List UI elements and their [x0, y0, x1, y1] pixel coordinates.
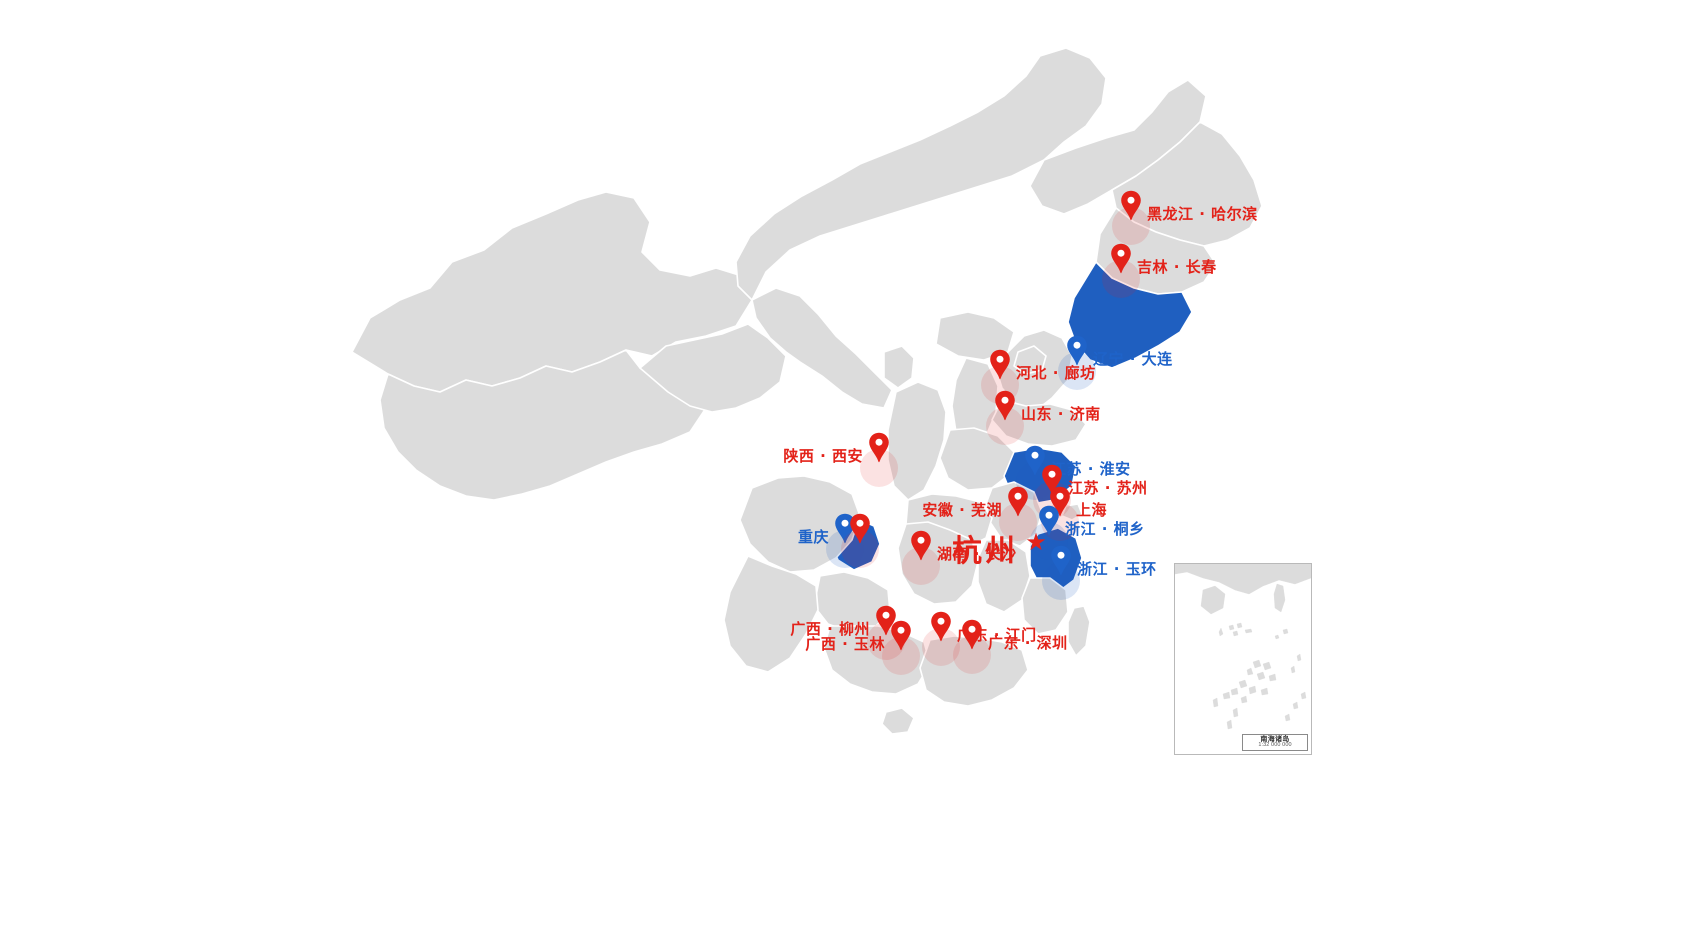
map-pin-icon: [834, 513, 856, 544]
marker-label-huaian: 江苏 · 淮安: [1051, 460, 1131, 478]
inset-taiwan: [1273, 583, 1286, 613]
marker-label-langfang: 河北 · 廊坊: [1016, 364, 1096, 382]
map-pin-icon: [994, 390, 1016, 421]
map-pin-icon: [1066, 335, 1088, 366]
province-sichuan: [739, 475, 861, 573]
marker-label-yulin: 广西 · 玉林: [805, 635, 885, 653]
marker-label-chongqing: 重庆: [797, 528, 829, 546]
marker-label-shanghai: 上海: [1076, 501, 1108, 519]
map-pin-icon: [1110, 243, 1132, 274]
map-pin-icon: [1024, 445, 1046, 476]
marker-label-changsha: 湖南 · 长沙: [937, 545, 1017, 563]
inset-basemap: [1175, 564, 1311, 730]
province-shaanxi: [887, 381, 947, 501]
province-taiwan: [1067, 605, 1091, 657]
map-pin-icon: [1049, 486, 1071, 517]
star-icon: ★: [1025, 529, 1047, 556]
province-shandong: [991, 399, 1087, 447]
marker-label-wuhu: 安徽 · 芜湖: [922, 501, 1002, 519]
province-hainan: [881, 707, 915, 735]
inset-scale-box: 南海诸岛 1:32 000 000: [1242, 733, 1308, 751]
map-pin-icon: [1038, 505, 1060, 536]
map-pin-icon: [849, 513, 871, 544]
marker-label-jinan: 山东 · 济南: [1021, 405, 1101, 423]
map-pin-icon: [875, 605, 897, 636]
marker-label-liuzhou: 广西 · 柳州: [790, 620, 870, 638]
marker-label-suzhou: 江苏 · 苏州: [1068, 479, 1148, 497]
marker-label-shenzhen: 广东 · 深圳: [988, 634, 1068, 652]
province-shapes: [351, 47, 1263, 735]
province-gansu: [751, 287, 893, 409]
province-jiangxi: [977, 539, 1031, 613]
marker-label-harbin: 黑龙江 · 哈尔滨: [1147, 205, 1258, 223]
map-pin-icon: [910, 530, 932, 561]
marker-label-changchun: 吉林 · 长春: [1137, 258, 1217, 276]
map-pin-icon: [989, 349, 1011, 380]
province-henan: [939, 427, 1015, 491]
headquarters-label: 杭州: [952, 534, 1018, 569]
province-fujian: [1021, 577, 1069, 635]
inset-title: 南海诸岛: [1260, 735, 1290, 743]
map-pin-icon: [1007, 486, 1029, 517]
province-ningxia: [883, 345, 915, 389]
province-yunnan: [723, 555, 819, 673]
province-qinghai: [639, 323, 787, 413]
marker-label-xian: 陕西 · 西安: [783, 447, 863, 465]
province-tibet: [379, 349, 707, 501]
map-pin-icon: [868, 432, 890, 463]
inset-mainland: [1175, 564, 1311, 595]
province-shanghai: [1061, 503, 1083, 521]
marker-label-dalian: 辽宁 · 大连: [1093, 350, 1173, 368]
map-pin-icon: [890, 620, 912, 651]
map-pin-icon: [1050, 545, 1072, 576]
marker-label-yuhuan: 浙江 · 玉环: [1077, 560, 1157, 578]
province-beijing: [1013, 345, 1047, 375]
marker-label-tongxiang: 浙江 · 桐乡: [1065, 520, 1145, 538]
map-pin-icon: [1120, 190, 1142, 221]
province-liaoning-highlight: [1067, 261, 1193, 369]
south-china-sea-inset: 南海诸岛 1:32 000 000: [1174, 563, 1312, 755]
inset-hainan: [1200, 585, 1226, 615]
inset-scale-text: 1:32 000 000: [1258, 742, 1292, 749]
map-pin-icon: [961, 619, 983, 650]
inset-islands: [1212, 622, 1307, 730]
map-pin-icon: [930, 611, 952, 642]
map-pin-icon: [1041, 464, 1063, 495]
